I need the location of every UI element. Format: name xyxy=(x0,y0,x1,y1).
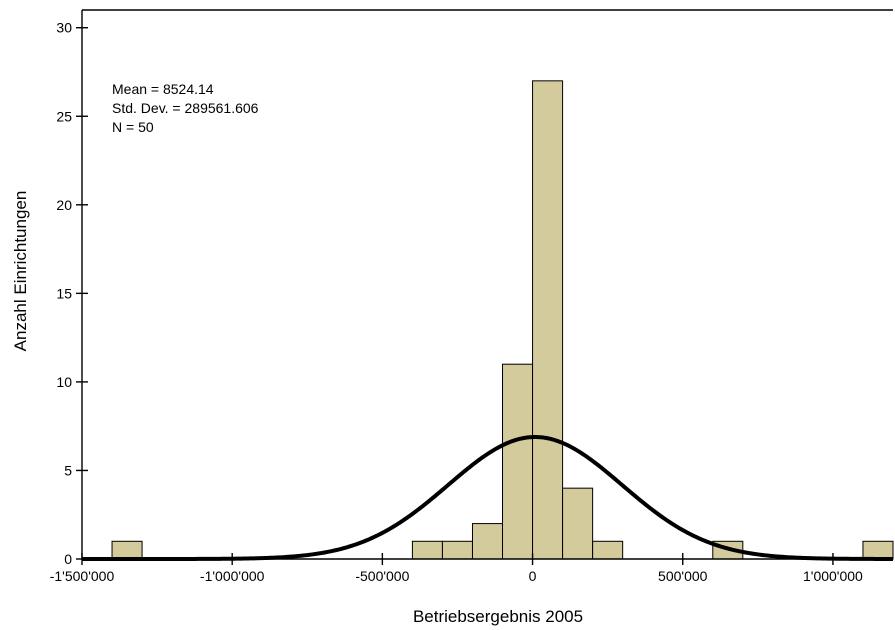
x-tick-label-4: 500'000 xyxy=(658,568,708,584)
x-tick-label-2: -500'000 xyxy=(355,568,409,584)
x-tick-label-0: -1'500'000 xyxy=(50,568,115,584)
stats-n: N = 50 xyxy=(112,119,154,135)
histogram-bar-5 xyxy=(532,80,564,560)
y-tick-label-6: 30 xyxy=(56,20,72,36)
histogram-bar-9 xyxy=(862,540,894,560)
histogram-bar-0 xyxy=(111,540,143,560)
histogram-bar-7 xyxy=(592,540,624,560)
x-axis-ticks: -1'500'000 -1'000'000 -500'000 0 500'000 1'00… xyxy=(50,553,863,584)
y-tick-label-1: 5 xyxy=(64,462,72,478)
histogram-bar-6 xyxy=(562,487,594,560)
y-tick-label-4: 20 xyxy=(56,197,72,213)
stats-box: Mean = 8524.14 Std. Dev. = 289561.606 N … xyxy=(112,81,259,135)
axes xyxy=(81,9,893,560)
stats-mean: Mean = 8524.14 xyxy=(112,81,214,97)
x-tick-label-1: -1'000'000 xyxy=(200,568,265,584)
y-axis-title: Anzahl Einrichtungen xyxy=(11,191,30,352)
y-tick-label-3: 15 xyxy=(56,285,72,301)
stats-std-dev: Std. Dev. = 289561.606 xyxy=(112,100,259,116)
histogram-bar-1 xyxy=(411,540,443,560)
y-tick-label-2: 10 xyxy=(56,374,72,390)
y-axis-ticks: 0 5 10 15 20 25 30 xyxy=(56,20,88,567)
x-tick-label-5: 1'000'000 xyxy=(803,568,863,584)
histogram-bars xyxy=(111,80,894,560)
x-axis-title: Betriebsergebnis 2005 xyxy=(413,607,583,626)
histogram-bar-4 xyxy=(502,363,534,560)
histogram-bar-3 xyxy=(471,523,504,560)
x-tick-label-3: 0 xyxy=(529,568,537,584)
histogram-bar-2 xyxy=(441,540,473,560)
y-tick-label-0: 0 xyxy=(64,551,72,567)
y-tick-label-5: 25 xyxy=(56,108,72,124)
